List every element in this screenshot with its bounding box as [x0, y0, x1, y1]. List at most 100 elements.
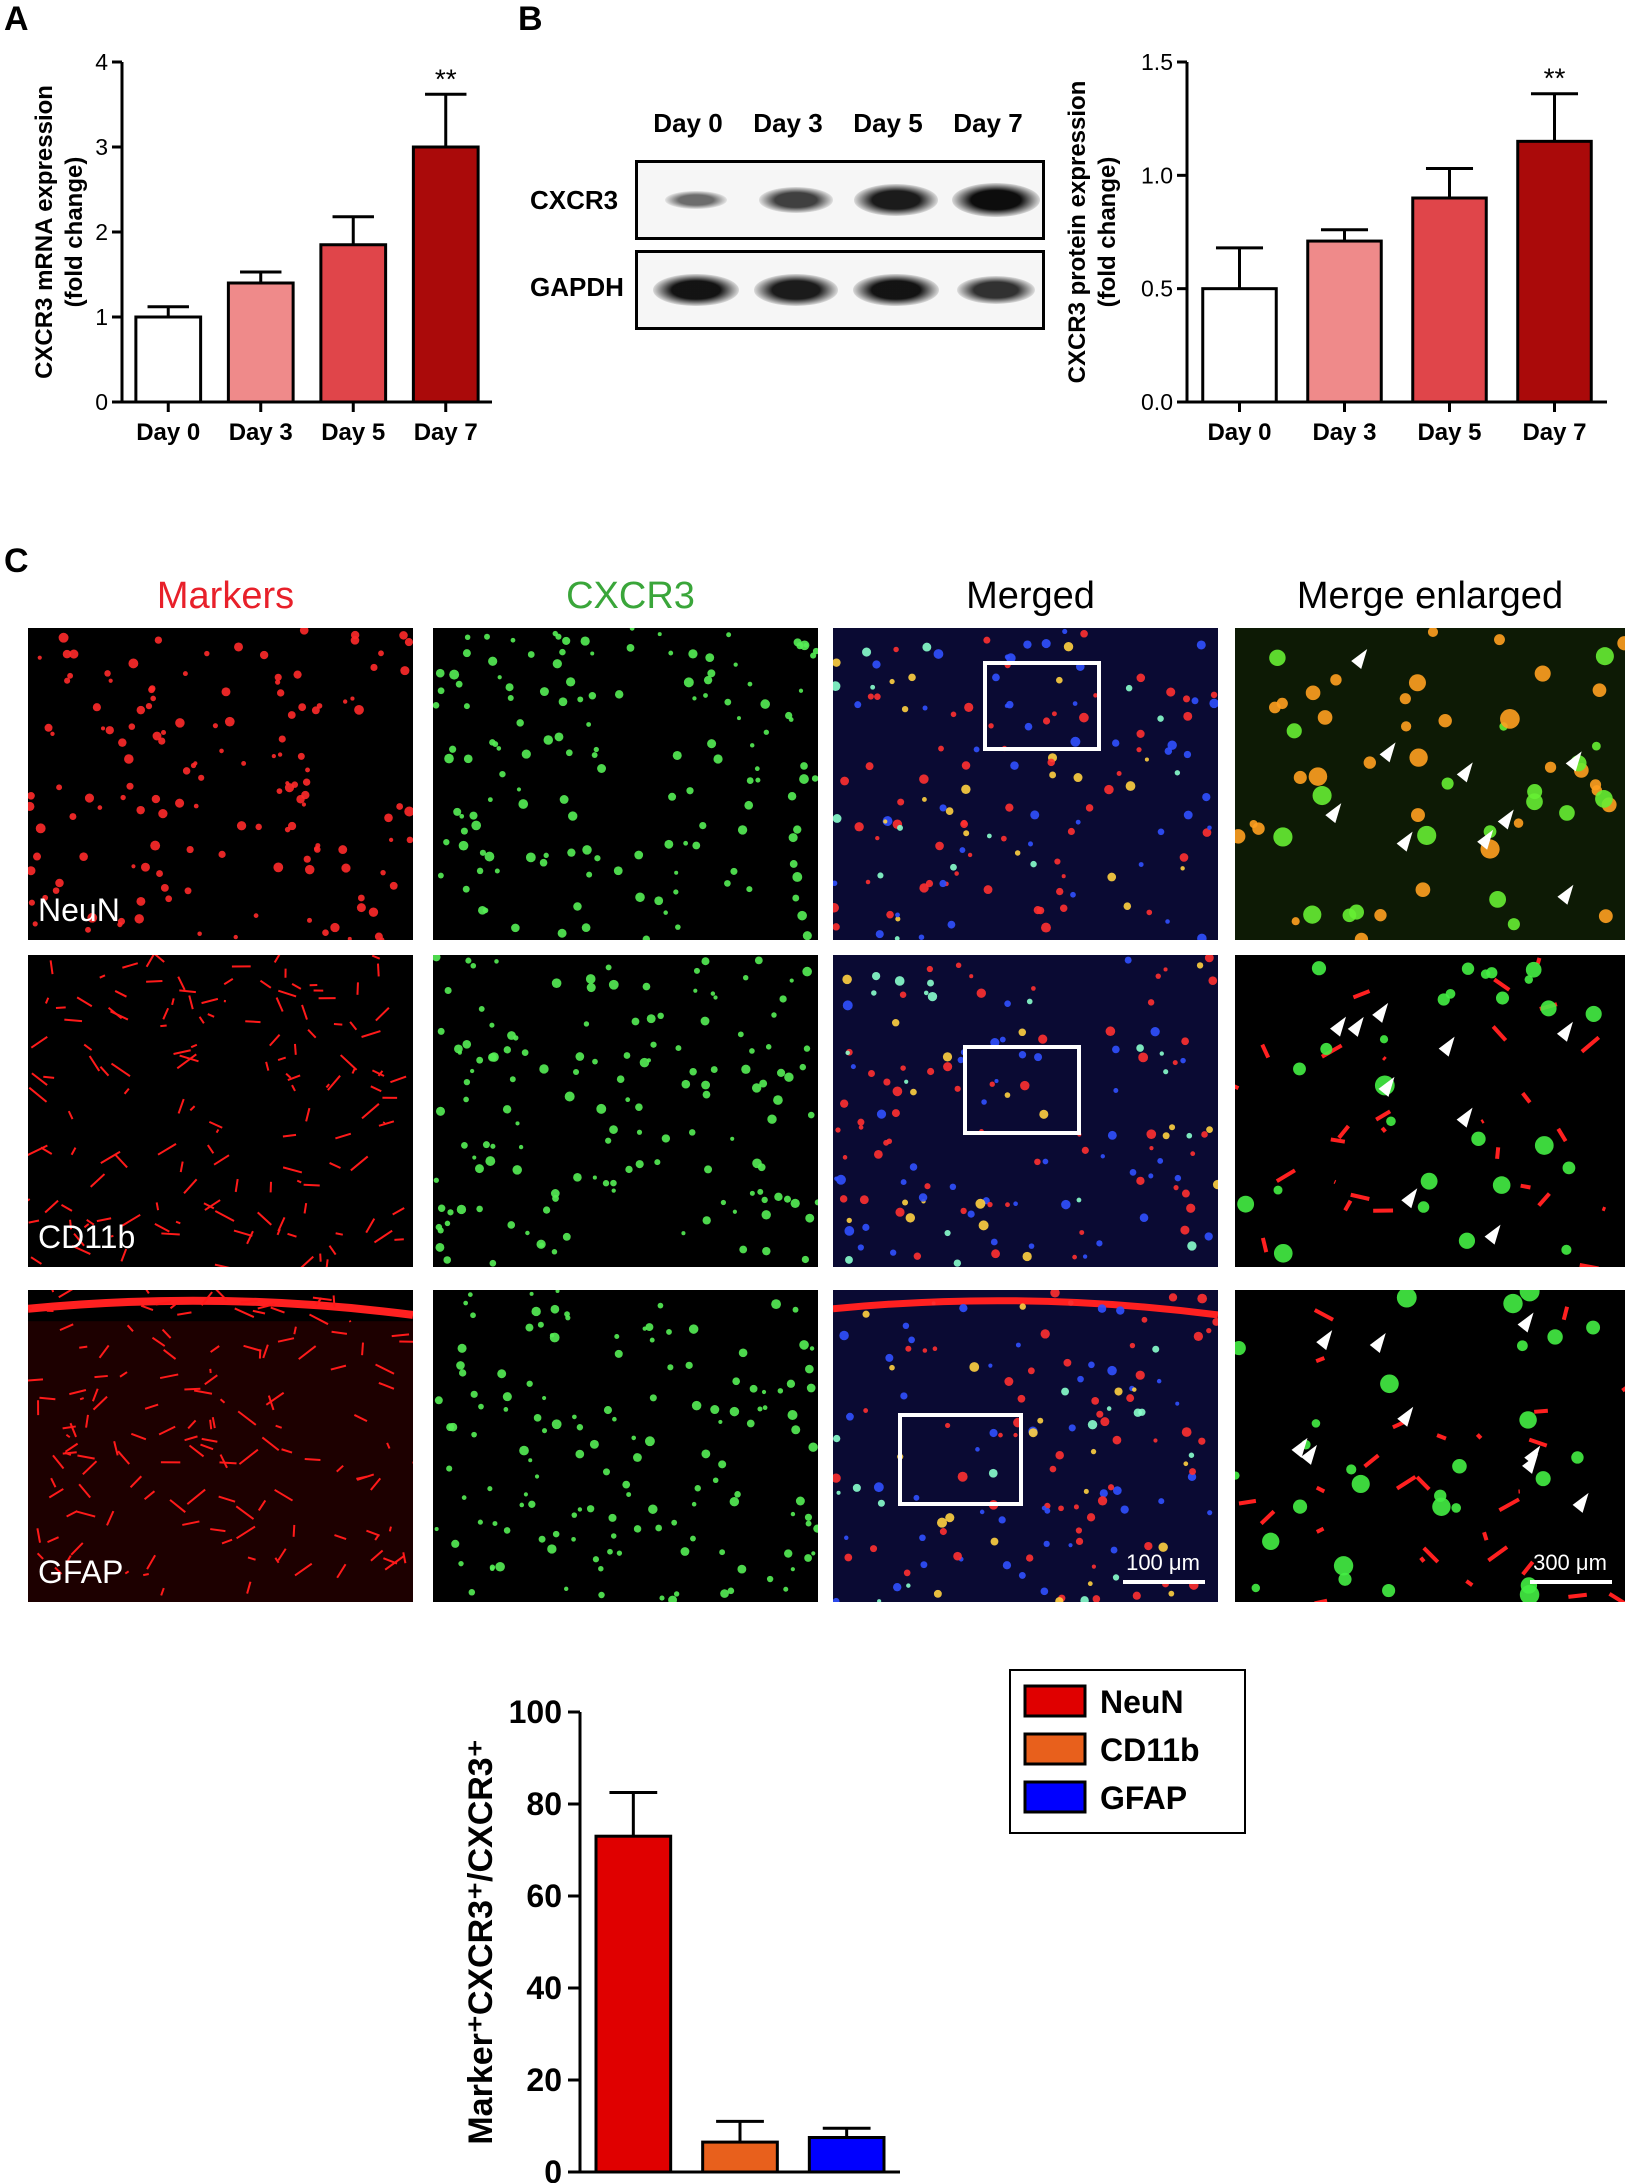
cell-process [207, 1144, 215, 1154]
cell [1027, 841, 1034, 847]
arrowhead-icon [1325, 803, 1342, 824]
cell [1534, 665, 1551, 682]
cell [950, 711, 957, 718]
cell [950, 863, 957, 871]
x-tick-label: Day 0 [1207, 419, 1271, 446]
cell [278, 735, 286, 743]
cell-process [157, 1142, 177, 1156]
cell-process [376, 963, 380, 977]
x-tick-label: Day 3 [229, 419, 293, 446]
cell [791, 1425, 801, 1435]
arrowhead-icon [1316, 1330, 1333, 1351]
cell [846, 1217, 852, 1224]
cell [233, 934, 238, 940]
cell [1068, 1424, 1076, 1432]
cell [1209, 698, 1218, 709]
cell [900, 1179, 907, 1186]
cell [668, 1595, 677, 1602]
cell-process [219, 1461, 237, 1465]
cell [718, 1419, 723, 1425]
cell [1400, 721, 1412, 732]
cell [597, 764, 607, 773]
cell [1082, 1254, 1088, 1259]
cell [1061, 1199, 1071, 1210]
cell-process [294, 1562, 313, 1577]
cell-process [1608, 1592, 1625, 1602]
cell [457, 1343, 467, 1353]
cell [729, 1406, 740, 1417]
cell [589, 1439, 599, 1449]
cell-process [91, 1388, 99, 1402]
cell-process [1259, 1509, 1276, 1526]
cell [542, 1395, 547, 1401]
cell [749, 1384, 758, 1393]
cell [539, 687, 549, 697]
cell-process [277, 989, 297, 998]
cell [845, 1050, 850, 1056]
cell-process [214, 1263, 230, 1267]
cell [582, 845, 592, 855]
bar [1201, 287, 1278, 404]
cell [1408, 674, 1426, 692]
cell [1495, 991, 1510, 1005]
cell [957, 1056, 965, 1064]
cell [894, 976, 905, 986]
cell [552, 659, 562, 669]
cell [923, 990, 929, 996]
cell [536, 1239, 546, 1249]
cell-process [213, 1154, 230, 1166]
cell-process [90, 1173, 106, 1188]
cell [1067, 827, 1075, 836]
cell [1075, 1537, 1084, 1546]
cell-process [1352, 989, 1371, 1000]
cell [1183, 750, 1192, 759]
cell [922, 705, 928, 711]
cell [469, 811, 478, 820]
cell [461, 1495, 467, 1500]
cell [175, 798, 185, 808]
cell [629, 628, 635, 631]
bar [319, 243, 388, 404]
cell-process [1480, 1119, 1485, 1124]
gapdh-band [754, 274, 838, 306]
cell [935, 841, 944, 851]
cell [846, 1412, 854, 1421]
cell-process [292, 1524, 296, 1537]
cell [1174, 770, 1181, 776]
cell [1152, 1345, 1160, 1353]
cell [622, 1480, 631, 1489]
cell [862, 1310, 870, 1318]
cell-process [143, 1490, 156, 1501]
cell [507, 694, 514, 701]
arrowhead-icon [1351, 649, 1368, 670]
cell [1004, 654, 1011, 660]
bar [226, 281, 295, 404]
cell [1146, 909, 1153, 916]
cell-process [336, 1464, 344, 1473]
cell [616, 1550, 623, 1556]
cell [1585, 1005, 1602, 1023]
cell [1519, 1290, 1540, 1302]
cell [1153, 1438, 1158, 1443]
cell [945, 807, 954, 815]
cell [840, 1099, 849, 1108]
cell [1088, 1361, 1095, 1369]
cell [771, 1299, 781, 1310]
cell-process [99, 974, 106, 979]
cell-process [1314, 1598, 1328, 1602]
cell [616, 1075, 625, 1084]
cell [857, 1118, 865, 1126]
cell [603, 1406, 612, 1415]
cell [575, 1052, 585, 1061]
cell [435, 1223, 443, 1231]
cell [538, 1535, 546, 1543]
cell [470, 1390, 478, 1398]
cell [478, 1403, 484, 1410]
cell-process [361, 1103, 380, 1120]
panel-label-a: A [4, 0, 29, 38]
cell [525, 852, 536, 863]
cell [921, 797, 927, 802]
cell [543, 852, 549, 859]
cell [749, 743, 755, 748]
cell [612, 1416, 617, 1422]
